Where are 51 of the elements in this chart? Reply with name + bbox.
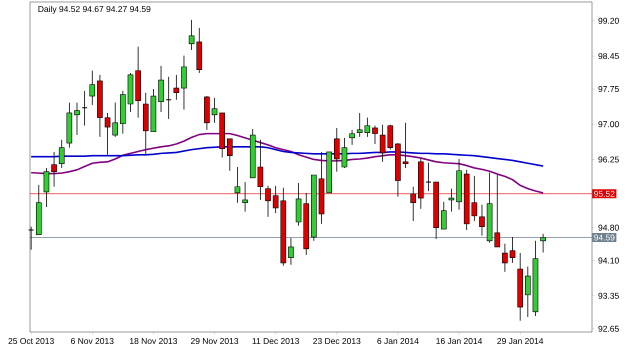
candlestick (288, 238, 294, 266)
candlestick (502, 243, 508, 272)
x-tick-label: 25 Oct 2013 (8, 338, 54, 344)
candlestick (58, 139, 65, 168)
candlestick (479, 204, 485, 236)
candlestick (372, 125, 378, 144)
candlestick (440, 201, 447, 230)
candlestick (356, 112, 363, 138)
candlestick (226, 138, 233, 172)
candlestick (510, 236, 516, 264)
candlestick (540, 233, 546, 253)
candlestick (234, 166, 240, 204)
y-tick-label: 94.80 (598, 224, 619, 231)
x-tick-label: 29 Nov 2013 (190, 338, 238, 344)
candlestick (524, 266, 531, 318)
x-tick-label: 6 Nov 2013 (71, 338, 114, 344)
candlestick (181, 55, 187, 110)
y-tick-label: 96.25 (598, 156, 619, 162)
candlestick (174, 74, 180, 100)
candlestick (425, 162, 432, 192)
ref-line-label: 95.52 (594, 190, 614, 197)
candlestick (74, 102, 80, 136)
candlestick (166, 76, 172, 120)
x-tick-label: 6 Jan 2014 (377, 338, 419, 344)
y-tick-label: 93.35 (598, 292, 619, 299)
candlestick (112, 102, 118, 138)
candlestick (296, 182, 302, 226)
y-tick-label: 92.65 (598, 326, 619, 332)
candlestick (89, 70, 96, 106)
y-tick-label: 97.75 (598, 86, 619, 92)
candlestick (188, 19, 194, 50)
y-tick-label: 94.10 (598, 258, 619, 264)
candlestick (364, 117, 370, 138)
candlestick (380, 124, 386, 162)
chart-title: Daily 94.52 94.67 94.27 94.59 (38, 6, 150, 14)
y-tick-label: 98.45 (598, 53, 619, 60)
candlestick (387, 124, 394, 150)
candlestick (342, 137, 348, 168)
x-tick-label: 16 Jan 2014 (436, 338, 482, 344)
x-tick-label: 18 Nov 2013 (130, 338, 178, 344)
candlestick (82, 90, 88, 126)
ref-line-label: 94.59 (594, 234, 614, 241)
candlestick (242, 182, 248, 212)
x-tick-label: 23 Dec 2013 (313, 338, 360, 344)
y-tick-label: 97.00 (598, 121, 619, 128)
y-tick-label: 99.20 (598, 18, 619, 24)
x-tick-label: 29 Jan 2014 (497, 338, 544, 344)
x-tick-label: 11 Dec 2013 (252, 338, 299, 344)
candlestick (349, 129, 355, 146)
candlestick (334, 128, 340, 172)
candlestick (212, 97, 218, 124)
